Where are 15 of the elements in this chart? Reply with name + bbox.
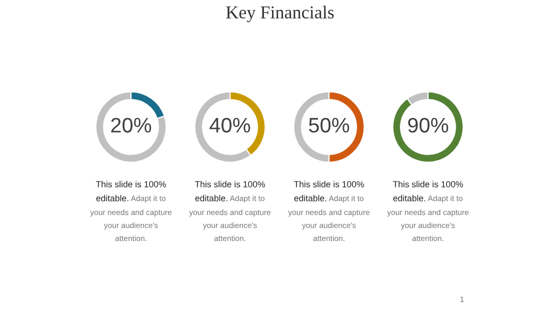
donut-slice <box>95 91 167 163</box>
data-label: 20% <box>111 118 152 133</box>
text: This slide is 100% <box>294 180 364 188</box>
data-label: 90% <box>408 118 448 133</box>
text: This slide is 100% <box>392 180 463 188</box>
text: This slide is 100% <box>194 180 265 188</box>
text: editable. <box>393 194 426 202</box>
data-label: 50% <box>308 118 350 133</box>
text: editable. <box>96 194 128 202</box>
donut-slice <box>392 91 464 163</box>
text: Key Financials <box>226 6 334 22</box>
text: editable. <box>195 194 228 202</box>
data-label: 40% <box>210 118 250 133</box>
text: This slide is 100% <box>96 180 166 188</box>
text: editable. <box>294 194 326 202</box>
